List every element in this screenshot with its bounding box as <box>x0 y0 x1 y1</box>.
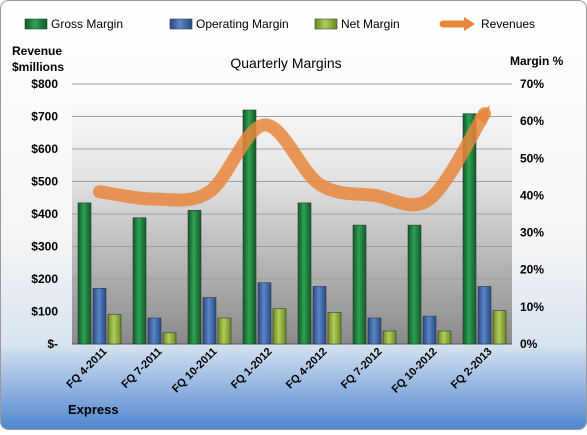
left-tick-label: $- <box>47 337 58 351</box>
right-tick-label: 50% <box>520 151 544 165</box>
right-tick-label: 10% <box>520 300 544 314</box>
right-tick-label: 30% <box>520 226 544 240</box>
bar-gross-margin <box>298 203 311 344</box>
bar-operating-margin <box>258 283 271 344</box>
legend-swatch-gross-margin <box>25 19 47 29</box>
left-tick-label: $700 <box>31 110 58 124</box>
right-axis-label: Margin % <box>510 54 564 68</box>
legend-label-gross-margin: Gross Margin <box>51 17 123 31</box>
bar-operating-margin <box>478 286 491 344</box>
bar-gross-margin <box>133 218 146 344</box>
bar-net-margin <box>493 311 506 344</box>
legend-label-net-margin: Net Margin <box>341 17 400 31</box>
bar-net-margin <box>383 331 396 344</box>
bar-gross-margin <box>408 225 421 344</box>
chart-title: Quarterly Margins <box>230 55 341 71</box>
bar-gross-margin <box>353 225 366 344</box>
bar-net-margin <box>328 312 341 344</box>
left-tick-label: $600 <box>31 142 58 156</box>
right-tick-label: 40% <box>520 188 544 202</box>
left-tick-label: $100 <box>31 305 58 319</box>
legend-swatch-net-margin <box>315 19 337 29</box>
bar-net-margin <box>163 333 176 344</box>
bar-operating-margin <box>148 318 161 344</box>
right-tick-label: 0% <box>520 337 538 351</box>
right-tick-label: 60% <box>520 114 544 128</box>
left-tick-label: $200 <box>31 272 58 286</box>
left-tick-label: $300 <box>31 240 58 254</box>
bar-operating-margin <box>203 298 216 344</box>
legend-label-revenues: Revenues <box>481 17 535 31</box>
left-axis-ticks: $- $100 $200 $300 $400 $500 $600 $700 $800 <box>31 77 58 351</box>
right-tick-label: 20% <box>520 263 544 277</box>
bar-net-margin <box>218 318 231 344</box>
footer-label: Express <box>68 402 119 417</box>
bar-operating-margin <box>93 288 106 344</box>
bar-operating-margin <box>313 286 326 344</box>
left-axis-label-line1: Revenue <box>12 44 62 58</box>
bar-net-margin <box>108 314 121 344</box>
right-tick-label: 70% <box>520 77 544 91</box>
bar-net-margin <box>273 309 286 344</box>
bar-operating-margin <box>368 318 381 344</box>
bar-operating-margin <box>423 316 436 344</box>
left-axis-label-line2: $millions <box>12 60 64 74</box>
bar-net-margin <box>438 331 451 344</box>
bar-gross-margin <box>188 210 201 344</box>
left-tick-label: $800 <box>31 77 58 91</box>
bar-gross-margin <box>78 203 91 344</box>
left-tick-label: $400 <box>31 207 58 221</box>
legend-swatch-operating-margin <box>170 19 192 29</box>
left-tick-label: $500 <box>31 175 58 189</box>
legend-label-operating-margin: Operating Margin <box>196 17 289 31</box>
